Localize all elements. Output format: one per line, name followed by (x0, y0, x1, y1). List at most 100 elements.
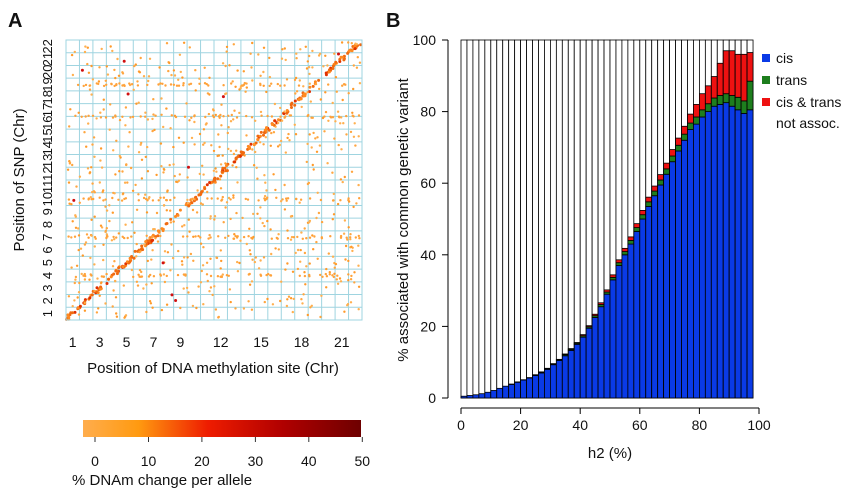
scatter-point (331, 274, 334, 277)
scatter-point (285, 109, 289, 112)
scatter-point (117, 232, 121, 235)
scatter-point (114, 115, 117, 118)
scatter-point (285, 199, 288, 202)
bar-cis-trans (603, 289, 611, 293)
scatter-point (336, 202, 340, 206)
scatter-point (349, 301, 353, 304)
a-y-tick-label: 17 (40, 103, 55, 117)
bar-trans (716, 95, 724, 105)
scatter-point (147, 239, 151, 243)
scatter-point (350, 170, 354, 173)
a-y-tick-label: 10 (40, 192, 55, 206)
scatter-point (282, 112, 286, 116)
scatter-point (144, 193, 147, 196)
scatter-point (121, 72, 125, 75)
scatter-point (95, 286, 99, 290)
scatter-point (140, 141, 143, 145)
scatter-point (151, 235, 154, 239)
panel-a-x-ticks: 1 3 5 7 9 12 15 18 21 (69, 334, 350, 350)
scatter-point (331, 64, 335, 68)
scatter-point (273, 102, 277, 106)
scatter-point (236, 69, 239, 72)
scatter-point (193, 198, 196, 201)
scatter-point (299, 260, 302, 263)
scatter-point (209, 286, 213, 289)
scatter-point (263, 174, 266, 177)
scatter-point (283, 47, 286, 50)
scatter-point (208, 76, 211, 80)
scatter-point (218, 145, 221, 149)
scatter-point (260, 114, 263, 117)
scatter-point (97, 80, 101, 83)
scatter-point (358, 82, 362, 85)
scatter-point (304, 45, 307, 48)
scatter-point (90, 166, 93, 169)
scatter-point (225, 201, 229, 204)
scatter-point (324, 110, 328, 114)
scatter-point (178, 208, 182, 212)
scatter-point (308, 221, 311, 224)
scatter-point (135, 242, 138, 246)
scatter-point (212, 149, 216, 153)
scatter-point (99, 224, 103, 227)
scatter-point (165, 274, 168, 278)
scatter-point (96, 277, 99, 280)
scatter-point (263, 194, 267, 198)
colorbar-tick-label: 30 (248, 453, 264, 469)
scatter-point (148, 300, 152, 303)
scatter-point (262, 46, 266, 49)
scatter-point (311, 163, 314, 167)
scatter-point (159, 196, 162, 199)
scatter-point (114, 173, 117, 176)
scatter-point (151, 117, 154, 121)
bar-cis-trans (591, 313, 599, 317)
scatter-point (83, 131, 86, 134)
scatter-point (232, 196, 235, 199)
scatter-point (257, 53, 260, 56)
bar-trans (704, 103, 712, 113)
bar-not-assoc (520, 39, 527, 399)
scatter-point (221, 166, 225, 170)
scatter-point (83, 272, 87, 276)
a-y-tick-label: 4 (40, 272, 55, 279)
scatter-point (324, 272, 327, 276)
scatter-point (154, 114, 157, 117)
scatter-point (118, 170, 121, 173)
scatter-point (165, 222, 169, 225)
scatter-point (124, 262, 128, 266)
scatter-point (238, 261, 241, 265)
scatter-point (207, 112, 211, 116)
scatter-point (118, 82, 121, 85)
scatter-point (80, 272, 83, 276)
scatter-point (270, 252, 273, 256)
scatter-point (104, 302, 107, 305)
scatter-point (199, 192, 203, 196)
scatter-point (83, 50, 87, 54)
scatter-point (294, 133, 298, 136)
scatter-point (227, 274, 230, 277)
scatter-point (90, 93, 93, 96)
bar-cis-trans (573, 342, 581, 344)
bar-not-assoc (526, 39, 533, 399)
a-y-tick-label: 1 (40, 310, 55, 317)
scatter-point (221, 195, 224, 199)
scatter-point (117, 198, 120, 201)
scatter-point (137, 193, 140, 196)
scatter-point (87, 71, 91, 75)
scatter-point (349, 130, 353, 134)
scatter-point (159, 234, 162, 238)
colorbar-tick-label: 0 (91, 453, 99, 469)
scatter-point (329, 235, 332, 238)
scatter-point (100, 47, 103, 51)
scatter-point (325, 286, 328, 289)
scatter-point (169, 269, 172, 272)
scatter-point (154, 237, 157, 240)
scatter-point (160, 113, 163, 117)
scatter-point (209, 215, 212, 218)
bar-not-assoc (508, 39, 516, 399)
a-x-tick-label: 12 (213, 334, 229, 350)
scatter-point (284, 268, 287, 271)
scatter-point (283, 110, 286, 113)
scatter-point (91, 114, 95, 118)
scatter-point (90, 218, 93, 221)
